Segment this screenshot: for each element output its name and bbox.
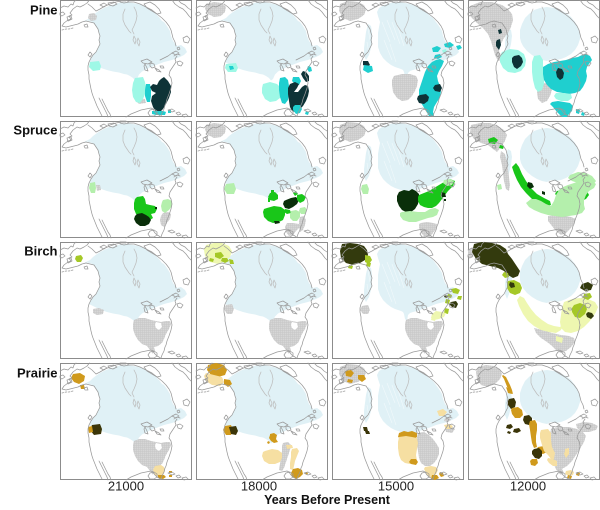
svg-text:12000: 12000 bbox=[510, 479, 546, 494]
svg-text:18000: 18000 bbox=[241, 479, 277, 494]
svg-text:Birch: Birch bbox=[24, 244, 57, 259]
svg-text:Pine: Pine bbox=[30, 3, 57, 18]
svg-text:Prairie: Prairie bbox=[17, 366, 57, 381]
svg-text:21000: 21000 bbox=[108, 479, 144, 494]
svg-text:15000: 15000 bbox=[378, 479, 414, 494]
svg-text:Years Before Present: Years Before Present bbox=[264, 493, 391, 507]
svg-text:Spruce: Spruce bbox=[13, 123, 57, 138]
